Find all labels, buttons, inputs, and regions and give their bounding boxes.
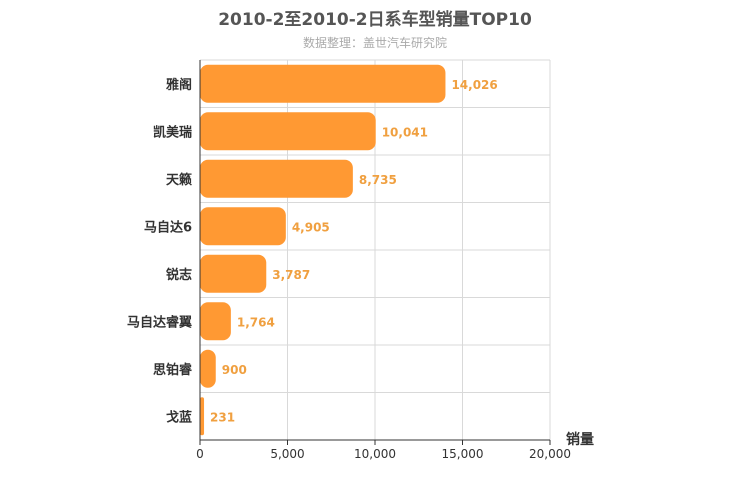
bar — [200, 64, 446, 103]
x-tick-label: 0 — [196, 447, 204, 461]
bar — [200, 349, 216, 388]
bar — [200, 254, 267, 293]
bar — [200, 302, 231, 341]
x-tick-label: 20,000 — [529, 447, 571, 461]
x-tick-label: 15,000 — [442, 447, 484, 461]
bars — [200, 64, 446, 436]
category-label: 马自达睿翼 — [127, 314, 192, 330]
bar — [200, 112, 376, 151]
chart-subtitle: 数据整理：盖世汽车研究院 — [302, 36, 447, 50]
data-label: 231 — [210, 410, 235, 424]
data-label: 900 — [222, 363, 247, 377]
labels: 雅阁 14,026 凯美瑞 10,041 天籁 8,735 马自达6 4,905 锐志 3,787… — [127, 77, 571, 461]
chart-title: 2010-2至2010-2日系车型销量TOP10 — [218, 10, 532, 30]
x-tick-label: 10,000 — [354, 447, 396, 461]
bar — [200, 207, 286, 246]
category-label: 凯美瑞 — [153, 124, 192, 140]
category-label: 天籁 — [166, 172, 192, 188]
data-label: 1,764 — [237, 315, 275, 329]
category-label: 思铂睿 — [153, 362, 193, 378]
data-label: 14,026 — [451, 78, 497, 92]
data-label: 10,041 — [382, 125, 428, 139]
data-label: 3,787 — [272, 268, 310, 282]
bar — [200, 397, 205, 436]
x-axis-title: 销量 — [566, 431, 594, 448]
category-label: 锐志 — [166, 267, 192, 283]
data-label: 8,735 — [359, 173, 397, 187]
bar — [200, 159, 353, 198]
category-label: 马自达6 — [144, 219, 192, 235]
data-label: 4,905 — [292, 220, 330, 234]
x-tick-label: 5,000 — [270, 447, 304, 461]
category-label: 戈蓝 — [166, 409, 192, 425]
category-label: 雅阁 — [166, 77, 192, 93]
